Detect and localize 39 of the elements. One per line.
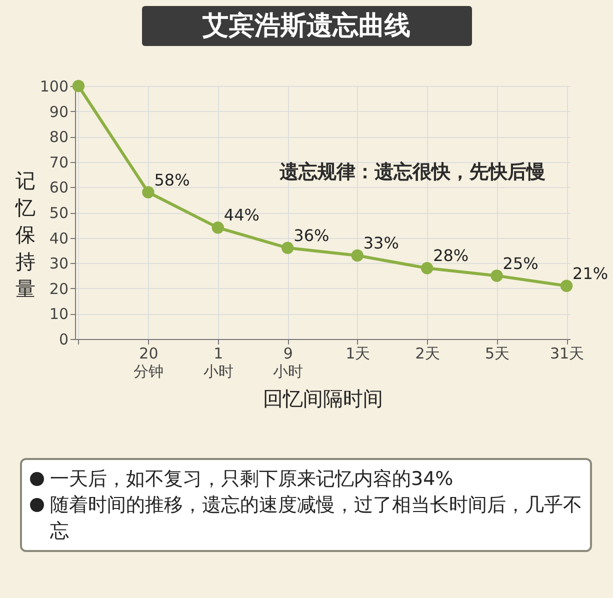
y-tick-label: 80	[49, 128, 68, 146]
data-label: 33%	[363, 234, 399, 253]
x-tick-label: 2天	[415, 344, 440, 362]
text: 一天后，如不复习，只剩下原来记忆内容的34%	[50, 467, 454, 492]
data-label: 28%	[433, 246, 469, 266]
point	[351, 249, 364, 262]
annotation: 遗忘规律：遗忘很快，先快后慢	[278, 161, 546, 184]
data-label: 58%	[154, 170, 190, 190]
x-axis-title: 回忆间隔时间	[263, 386, 383, 410]
point	[142, 186, 154, 198]
y-tick-label: 100	[40, 78, 68, 96]
data-label: 36%	[294, 226, 330, 245]
y-tick-label: 10	[49, 305, 68, 324]
y-tick-label: 70	[49, 153, 68, 172]
y-tick-label: 30	[49, 254, 68, 273]
x-tick-label: 9 小时	[273, 344, 304, 380]
data-label: 44%	[224, 206, 260, 225]
x-tick-label: 1天	[346, 344, 370, 362]
point	[72, 80, 85, 92]
x-tick-label: 5天	[485, 344, 510, 362]
data-label: 21%	[572, 264, 608, 283]
chart-title: 艾宾浩斯遗忘曲线	[142, 6, 472, 46]
point	[282, 242, 294, 254]
y-tick-label: 40	[49, 229, 68, 248]
point	[212, 222, 224, 234]
y-tick-label: 60	[49, 178, 68, 197]
point	[420, 262, 434, 274]
x-tick-label: 20 分钟	[134, 344, 164, 380]
point	[490, 270, 503, 282]
text: 随着时间的推移，遗忘的速度减慢，过了相当长时间后，几乎不忘	[50, 493, 582, 544]
x-tick-label: 1 小时	[203, 344, 234, 380]
data-label: 25%	[502, 254, 538, 273]
y-tick-label: 20	[49, 280, 68, 298]
y-tick-label: 50	[49, 204, 68, 222]
y-tick-label: 0	[58, 330, 68, 348]
y-tick-label: 90	[49, 102, 68, 121]
point	[560, 280, 573, 292]
x-tick-label: 31天	[550, 344, 584, 362]
y-axis-title: 记忆保持量	[14, 168, 36, 300]
